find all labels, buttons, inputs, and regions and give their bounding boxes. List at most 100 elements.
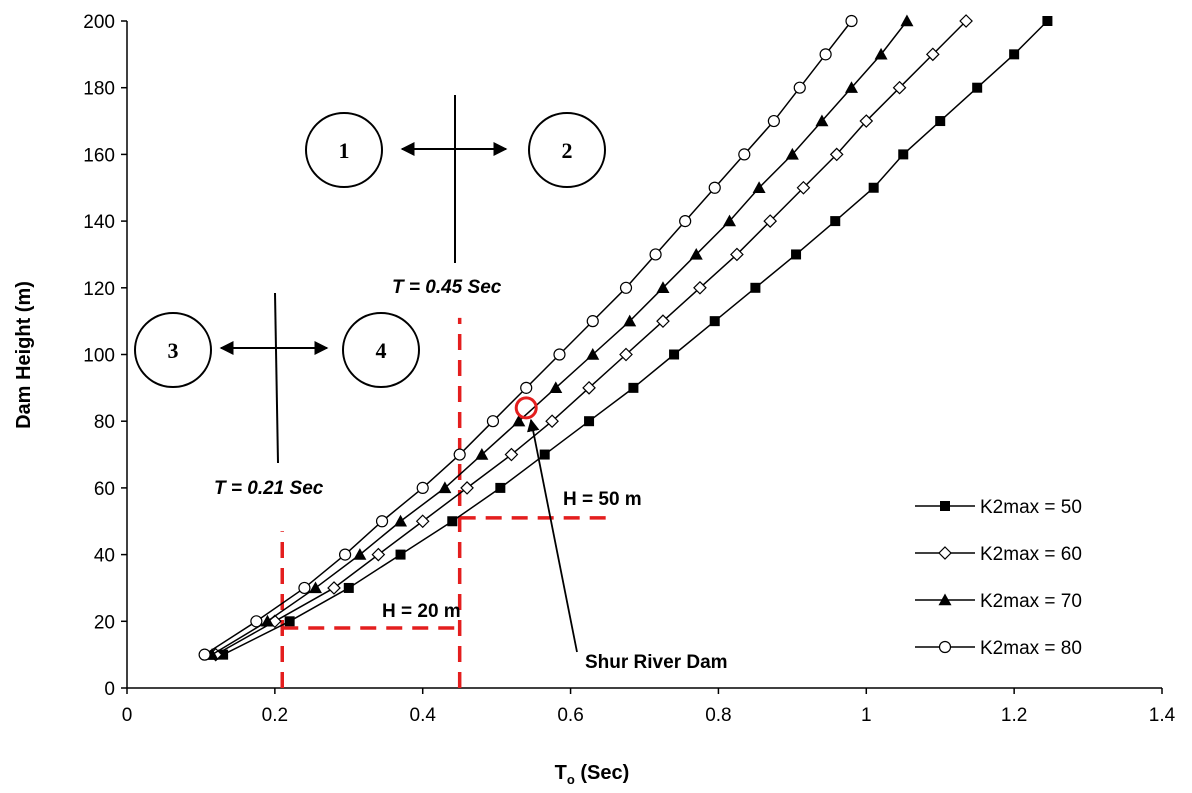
data-point [395,549,406,560]
data-point [584,416,595,427]
x-axis-title: To (Sec) [555,762,630,787]
data-point [486,415,500,428]
y-tick-label: 0 [104,679,115,700]
data-point [859,114,874,128]
data-point [1042,16,1053,26]
x-tick-label: 0.2 [262,705,288,726]
series-line [211,20,908,656]
t021-label: T = 0.21 Sec [214,478,324,499]
data-point [750,282,761,293]
data-point [708,181,721,194]
data-point [679,215,692,228]
data-point [447,516,458,527]
data-point [628,382,639,393]
y-tick-label: 140 [83,212,115,233]
zone-label-3: 3 [168,338,179,363]
legend-item-2: K2max = 60 [915,544,1082,565]
data-point [338,548,352,561]
legend-marker [938,593,952,606]
data-point [327,581,341,595]
data-point [475,448,489,460]
data-point [198,648,211,661]
series-1 [218,16,1053,660]
data-point [656,281,670,293]
data-point [549,381,563,394]
y-tick-label: 40 [94,546,115,567]
data-point [438,481,452,494]
data-point [767,114,780,128]
data-point [935,116,946,127]
data-point [298,581,311,595]
data-point [819,48,832,61]
data-point [972,82,983,93]
data-point [260,614,274,627]
data-point [520,381,533,394]
x-tick-label: 0 [122,705,133,726]
data-point [959,14,973,28]
data-point [309,581,323,594]
data-point [900,14,914,27]
x-tick-label: 1 [861,705,872,726]
data-point [619,281,633,294]
divider-line-021 [274,292,279,464]
x-axis-title-sub: o [567,772,575,787]
data-point [586,315,599,328]
data-point [649,248,662,261]
zone-circle-3 [134,312,212,388]
data-point [582,381,596,395]
legend-marker [938,546,952,560]
y-tick-label: 20 [94,612,115,633]
legend-marker [938,640,952,654]
tick-labels: 0 20 40 60 80 100 120 140 160 180 200 0 0.2 0.4 0.6 0.8… [83,12,1175,726]
data-point [504,447,519,462]
data-point [793,81,806,94]
data-point [250,615,263,628]
data-point [1009,49,1020,60]
series-4 [198,14,858,661]
data-point [752,181,766,193]
data-point [623,314,637,327]
data-point [545,414,559,429]
zone-circle-1 [305,112,383,188]
legend-label: K2max = 80 [980,638,1082,659]
h50-label: H = 50 m [563,489,642,510]
data-point [898,149,909,160]
series-group [198,14,1053,662]
data-point [830,216,841,227]
y-tick-label: 100 [83,346,115,367]
data-point [284,616,295,627]
y-axis-title: Dam Height (m) [13,281,35,429]
y-tick-label: 180 [83,79,115,100]
series-line [222,20,1048,656]
y-tick-label: 80 [94,412,115,433]
data-point [353,548,367,560]
y-tick-label: 200 [83,12,115,33]
series-2 [208,14,973,662]
series-line [204,20,853,656]
shur-river-dam-marker [514,396,538,420]
x-tick-label: 0.6 [557,705,583,726]
data-point [375,515,389,528]
data-point [874,47,888,60]
data-point [868,182,879,193]
shur-river-dam-label: Shur River Dam [585,652,728,673]
legend-item-4: K2max = 80 [915,638,1082,659]
legend-label: K2max = 70 [980,591,1082,612]
x-tick-label: 1.4 [1149,705,1176,726]
legend-item-3: K2max = 70 [915,591,1082,612]
data-point [343,582,354,593]
data-point [815,114,829,127]
data-point [829,147,844,162]
data-point [415,514,430,529]
data-point [791,249,802,260]
data-point [495,482,506,493]
shur-river-dam-arrow [527,418,578,653]
x-tick-label: 1.2 [1001,705,1027,726]
zone-circle-4 [342,312,420,388]
data-point [512,414,526,427]
t045-label: T = 0.45 Sec [392,277,502,298]
data-point [656,314,670,328]
reference-lines [280,317,608,688]
data-point [763,214,778,228]
